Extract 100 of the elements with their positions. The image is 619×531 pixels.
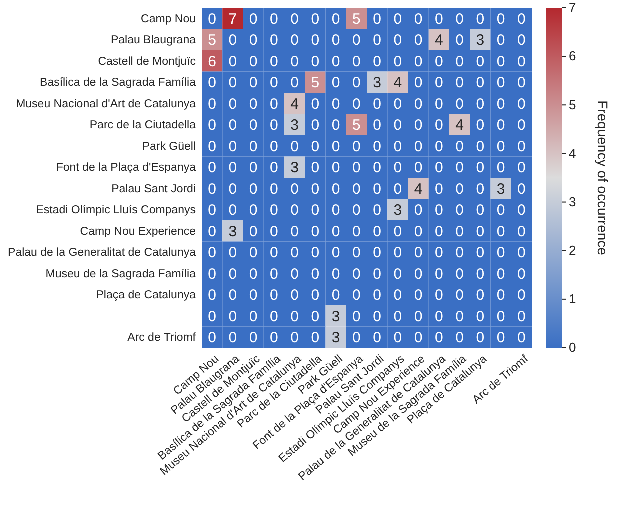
- y-tick-label: Museu Nacional d'Art de Catalunya: [16, 98, 197, 110]
- data-label: 0: [311, 10, 320, 28]
- data-label: 0: [435, 180, 444, 198]
- data-label: 0: [352, 287, 361, 304]
- data-label: 0: [311, 223, 320, 240]
- data-label: 0: [496, 74, 506, 92]
- data-label: 0: [208, 160, 216, 177]
- data-label: 0: [435, 223, 444, 240]
- data-label: 0: [435, 330, 444, 347]
- data-label: 0: [228, 308, 238, 326]
- y-tick-label: Museu de la Sagrada Família: [46, 268, 197, 280]
- data-label: 0: [414, 202, 423, 220]
- data-label: 0: [435, 244, 444, 262]
- data-label: 0: [414, 244, 423, 262]
- data-label: 0: [373, 160, 382, 177]
- data-label: 0: [456, 32, 464, 50]
- data-label: 0: [435, 308, 444, 326]
- data-label: 0: [414, 223, 423, 240]
- data-label: 0: [290, 53, 299, 70]
- data-label: 0: [476, 223, 485, 240]
- data-label: 0: [373, 266, 382, 283]
- y-tick-label: Palau de la Generalitat de Catalunya: [8, 247, 197, 260]
- data-label: 0: [249, 160, 258, 177]
- data-label: 0: [270, 96, 278, 113]
- data-label: 0: [456, 244, 464, 262]
- data-label: 0: [311, 308, 320, 326]
- data-label: 0: [311, 330, 320, 347]
- data-label: 0: [332, 117, 340, 134]
- data-label: 0: [249, 308, 258, 326]
- data-label: 0: [435, 10, 444, 28]
- data-label: 3: [228, 223, 238, 240]
- data-label: 0: [518, 223, 526, 240]
- data-label: 0: [496, 308, 506, 326]
- data-label: 0: [496, 138, 506, 156]
- data-label: 0: [476, 10, 485, 28]
- data-label: 0: [290, 180, 299, 198]
- y-tick-label: Estadi Olímpic Lluís Companys: [36, 204, 196, 217]
- data-label: 3: [394, 202, 402, 220]
- data-label: 0: [394, 330, 402, 347]
- data-label: 0: [414, 32, 423, 50]
- data-label: 6: [208, 53, 216, 70]
- data-label: 0: [352, 266, 361, 283]
- data-label: 0: [270, 244, 278, 262]
- data-label: 0: [332, 244, 340, 262]
- data-label: 0: [518, 53, 526, 70]
- data-label: 0: [228, 117, 238, 134]
- data-label: 0: [496, 32, 506, 50]
- data-label: 0: [414, 266, 423, 283]
- data-label: 5: [352, 10, 361, 28]
- data-label: 0: [332, 266, 340, 283]
- data-label: 0: [435, 117, 444, 134]
- data-label: 0: [228, 244, 238, 262]
- data-label: 0: [228, 266, 238, 283]
- data-label: 0: [352, 96, 361, 113]
- data-label: 0: [249, 138, 258, 156]
- data-label: 0: [311, 244, 320, 262]
- data-label: 0: [456, 74, 464, 92]
- data-label: 0: [249, 202, 258, 220]
- data-label: 0: [518, 244, 526, 262]
- data-label: 0: [290, 330, 299, 347]
- data-label: 0: [414, 53, 423, 70]
- data-label: 0: [352, 53, 361, 70]
- data-label: 0: [373, 53, 382, 70]
- data-label: 0: [518, 202, 526, 220]
- data-label: 0: [208, 96, 216, 113]
- data-label: 0: [332, 287, 340, 304]
- data-label: 0: [435, 96, 444, 113]
- data-label: 0: [496, 330, 506, 347]
- data-label: 0: [270, 10, 278, 28]
- data-label: 0: [373, 96, 382, 113]
- data-label: 0: [373, 10, 382, 28]
- data-label: 0: [332, 53, 340, 70]
- data-label: 0: [270, 138, 278, 156]
- data-label: 0: [352, 138, 361, 156]
- data-label: 0: [518, 160, 526, 177]
- data-label: 0: [456, 180, 464, 198]
- data-label: 0: [270, 266, 278, 283]
- data-label: 0: [249, 32, 258, 50]
- data-label: 0: [311, 202, 320, 220]
- data-label: 0: [290, 74, 299, 92]
- data-label: 0: [496, 287, 506, 304]
- data-label: 0: [332, 96, 340, 113]
- y-tick-label: Castell de Montjuïc: [98, 56, 196, 68]
- data-label: 0: [394, 180, 402, 198]
- data-label: 0: [228, 138, 238, 156]
- data-label: 0: [290, 223, 299, 240]
- data-label: 0: [249, 223, 258, 240]
- data-label: 0: [496, 202, 506, 220]
- y-tick-label: Palau Blaugrana: [110, 34, 197, 47]
- data-label: 0: [208, 10, 216, 28]
- data-label: 0: [270, 117, 278, 134]
- data-label: 0: [228, 180, 238, 198]
- data-label: 0: [249, 10, 258, 28]
- data-label: 0: [414, 287, 423, 304]
- data-label: 0: [373, 32, 382, 50]
- data-label: 0: [456, 96, 464, 113]
- data-label: 0: [518, 32, 526, 50]
- data-label: 0: [228, 202, 238, 220]
- data-label: 0: [496, 53, 506, 70]
- data-label: 0: [208, 138, 216, 156]
